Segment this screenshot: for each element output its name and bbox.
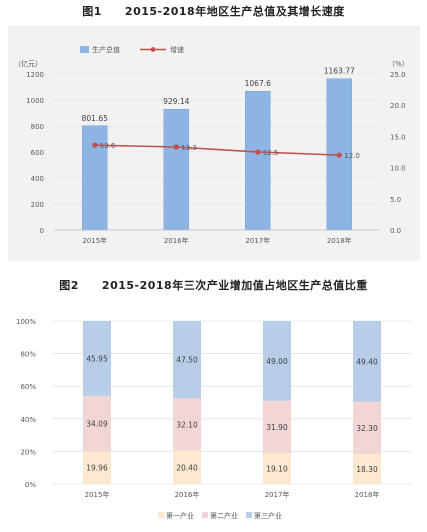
growth-rate-point (92, 142, 98, 148)
x-tick-label: 2016年 (164, 236, 189, 245)
segment-data-label: 45.95 (86, 354, 108, 363)
y-tick-label: 80% (20, 351, 36, 359)
segment-data-label: 32.30 (356, 424, 378, 433)
legend-label: 第一产业 (166, 511, 194, 520)
stacked-bar-segment (83, 321, 111, 396)
y-tick-label: 40% (20, 416, 36, 424)
y-right-tick-label: 15.0 (390, 133, 406, 141)
stacked-bar-segment (353, 454, 381, 484)
stacked-bar-segment (263, 452, 291, 484)
legend-swatch (202, 512, 208, 518)
legend-label: 第二产业 (210, 511, 238, 520)
segment-data-label: 49.00 (266, 357, 288, 366)
bar-data-label: 1163.77 (324, 67, 355, 76)
growth-rate-point (255, 149, 261, 155)
y-left-tick-label: 600 (31, 149, 44, 157)
legend-swatch-bar (80, 46, 89, 53)
x-tick-label: 2018年 (327, 236, 352, 245)
legend-swatch (246, 512, 252, 518)
y-tick-label: 20% (20, 448, 36, 456)
stacked-bar-segment (263, 321, 291, 401)
y-right-tick-label: 10.0 (390, 165, 406, 173)
stacked-bar-segment (173, 321, 201, 399)
segment-data-label: 19.10 (266, 464, 288, 473)
bar (163, 109, 189, 231)
legend-label: 第三产业 (254, 511, 282, 520)
line-data-label: 12.5 (263, 149, 279, 157)
segment-data-label: 18.30 (356, 465, 378, 474)
bar (245, 91, 271, 231)
bar-data-label: 1067.6 (245, 79, 271, 88)
segment-data-label: 34.09 (86, 420, 108, 429)
y-tick-label: 60% (20, 383, 36, 391)
x-tick-label: 2017年 (265, 490, 290, 499)
x-tick-label: 2015年 (82, 236, 107, 245)
stacked-bar-segment (353, 321, 381, 402)
y-right-tick-label: 0.0 (390, 227, 401, 235)
y-left-axis-title: （亿元） (14, 59, 42, 68)
figure1-chart: 0 200 400 600 800 1000 1200 0.0 5.0 10.0 15.0 20.0 2… (14, 45, 409, 245)
y-tick-label: 0% (25, 481, 36, 489)
stacked-bar-segment (263, 400, 291, 453)
x-tick-label: 2018年 (355, 490, 380, 499)
legend-swatch (158, 512, 164, 518)
y-right-tick-label: 25.0 (390, 71, 406, 79)
y-right-tick-label: 5.0 (390, 196, 401, 204)
segment-data-label: 19.96 (86, 464, 108, 473)
segment-data-label: 47.50 (176, 356, 198, 365)
figure1-chart-panel: 0 200 400 600 800 1000 1200 0.0 5.0 10.0 15.0 20.0 2… (8, 26, 420, 261)
bar-data-label: 801.65 (82, 114, 108, 123)
line-data-label: 12.0 (344, 152, 360, 160)
segment-data-label: 49.40 (356, 357, 378, 366)
stacked-bar-segment (173, 398, 201, 451)
y-left-tick-label: 800 (31, 123, 44, 131)
y-right-axis-title: （%） (388, 60, 409, 68)
y-tick-label: 100% (16, 318, 36, 326)
bar-data-label: 929.14 (163, 97, 189, 106)
y-left-tick-label: 0 (40, 227, 44, 235)
stacked-bar-segment (173, 450, 201, 484)
growth-rate-line (94, 144, 340, 156)
growth-rate-point (336, 152, 342, 158)
y-left-tick-label: 400 (31, 175, 44, 183)
legend-swatch-point (150, 47, 156, 52)
legend-label: 增速 (170, 45, 184, 54)
x-tick-label: 2015年 (85, 490, 110, 499)
x-tick-label: 2017年 (245, 236, 270, 245)
growth-rate-point (173, 144, 179, 150)
segment-data-label: 31.90 (266, 423, 288, 432)
line-data-label: 13.3 (181, 144, 197, 152)
y-left-tick-label: 200 (31, 201, 44, 209)
y-left-tick-label: 1000 (26, 97, 44, 105)
segment-data-label: 32.10 (176, 421, 198, 430)
line-data-label: 13.6 (100, 142, 116, 150)
figure2-chart-panel: 0% 20% 40% 60% 80% 100% 19.96 34.09 45.95 2015年 20… (8, 303, 420, 528)
stacked-bar-segment (353, 401, 381, 455)
figure2-chart: 0% 20% 40% 60% 80% 100% 19.96 34.09 45.95 2015年 20… (16, 318, 412, 520)
y-right-tick-label: 20.0 (390, 102, 406, 110)
legend-label: 生产总值 (92, 45, 120, 54)
stacked-bar-segment (83, 451, 111, 484)
x-tick-label: 2016年 (175, 490, 200, 499)
figure1-title: 图1 2015-2018年地区生产总值及其增长速度 (82, 5, 345, 18)
figure2-title: 图2 2015-2018年三次产业增加值占地区生产总值比重 (59, 279, 368, 292)
y-left-tick-label: 1200 (26, 71, 44, 79)
stacked-bar-segment (83, 395, 111, 452)
segment-data-label: 20.40 (176, 463, 198, 472)
